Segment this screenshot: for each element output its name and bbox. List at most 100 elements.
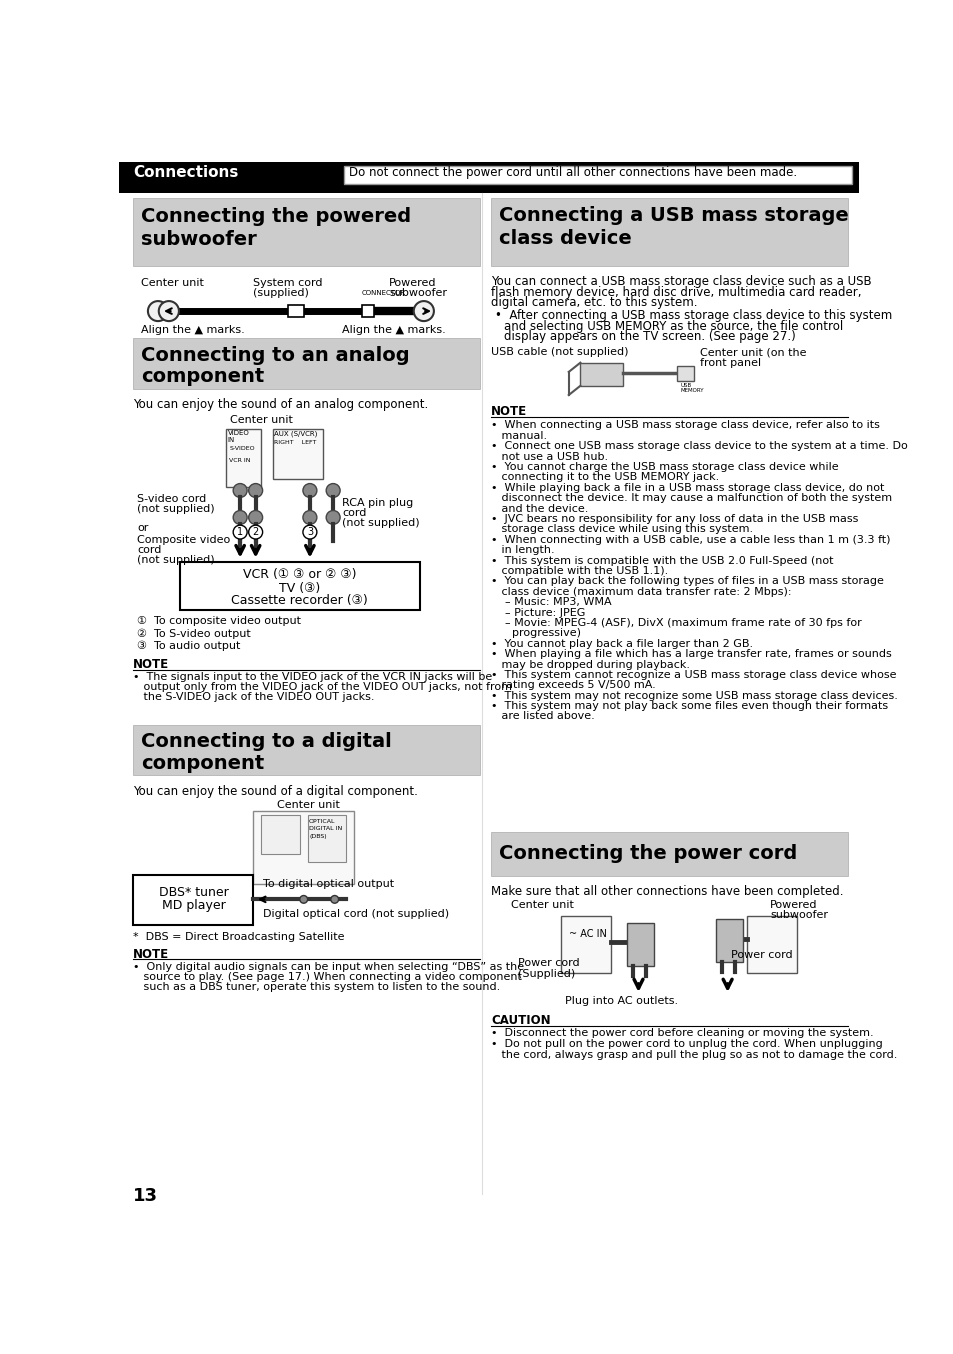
Text: 13: 13 bbox=[133, 1186, 158, 1205]
Bar bbox=[288, 305, 303, 317]
Text: RIGHT    LEFT: RIGHT LEFT bbox=[274, 440, 316, 445]
Bar bbox=[273, 429, 323, 479]
Circle shape bbox=[233, 483, 247, 497]
Text: storage class device while using this system.: storage class device while using this sy… bbox=[491, 524, 753, 535]
Bar bbox=[133, 198, 480, 265]
Text: – Picture: JPEG: – Picture: JPEG bbox=[491, 608, 585, 617]
Text: output only from the VIDEO jack of the VIDEO OUT jacks, not from: output only from the VIDEO jack of the V… bbox=[133, 682, 512, 692]
Text: – Music: MP3, WMA: – Music: MP3, WMA bbox=[491, 597, 611, 607]
Text: OPTICAL: OPTICAL bbox=[309, 819, 335, 823]
Text: manual.: manual. bbox=[491, 431, 547, 441]
Text: flash memory device, hard disc drive, multimedia card reader,: flash memory device, hard disc drive, mu… bbox=[491, 286, 861, 299]
Text: not use a USB hub.: not use a USB hub. bbox=[491, 452, 608, 462]
Text: (not supplied): (not supplied) bbox=[137, 555, 214, 565]
Text: System cord: System cord bbox=[253, 278, 322, 288]
Text: or: or bbox=[137, 523, 149, 533]
Text: USB cable (not supplied): USB cable (not supplied) bbox=[491, 347, 628, 357]
Text: Power cord: Power cord bbox=[517, 957, 579, 968]
Bar bbox=[119, 187, 858, 194]
Text: Connecting the powered: Connecting the powered bbox=[141, 207, 411, 226]
Text: progressive): progressive) bbox=[491, 628, 580, 638]
Text: Center unit: Center unit bbox=[510, 900, 573, 910]
Text: Plug into AC outlets.: Plug into AC outlets. bbox=[564, 997, 678, 1006]
Text: *  DBS = Direct Broadcasting Satellite: * DBS = Direct Broadcasting Satellite bbox=[133, 933, 344, 942]
Text: subwoofer: subwoofer bbox=[389, 288, 447, 298]
Text: •  When playing a file which has a large transfer rate, frames or sounds: • When playing a file which has a large … bbox=[491, 649, 891, 659]
Bar bbox=[579, 363, 622, 386]
Bar bbox=[746, 915, 797, 974]
Text: Center unit: Center unit bbox=[230, 416, 293, 425]
Text: TV (③): TV (③) bbox=[279, 582, 320, 596]
Text: the S-VIDEO jack of the VIDEO OUT jacks.: the S-VIDEO jack of the VIDEO OUT jacks. bbox=[133, 692, 375, 703]
Text: Do not connect the power cord until all other connections have been made.: Do not connect the power cord until all … bbox=[348, 167, 796, 179]
Text: •  You cannot play back a file larger than 2 GB.: • You cannot play back a file larger tha… bbox=[491, 639, 753, 649]
Text: front panel: front panel bbox=[700, 357, 760, 368]
Text: and the device.: and the device. bbox=[491, 504, 588, 513]
Text: rating exceeds 5 V/500 mA.: rating exceeds 5 V/500 mA. bbox=[491, 680, 656, 691]
Text: Connecting the power cord: Connecting the power cord bbox=[498, 844, 797, 862]
Text: in length.: in length. bbox=[491, 546, 555, 555]
Text: Power cord: Power cord bbox=[731, 951, 792, 960]
Text: class device (maximum data transfer rate: 2 Mbps):: class device (maximum data transfer rate… bbox=[491, 586, 791, 597]
Text: •  You cannot charge the USB mass storage class device while: • You cannot charge the USB mass storage… bbox=[491, 462, 838, 473]
Circle shape bbox=[233, 510, 247, 524]
Bar bbox=[253, 811, 354, 884]
Text: cord: cord bbox=[342, 508, 367, 519]
Text: Connections: Connections bbox=[133, 165, 238, 180]
Text: disconnect the device. It may cause a malfunction of both the system: disconnect the device. It may cause a ma… bbox=[491, 493, 891, 504]
Text: •  This system cannot recognize a USB mass storage class device whose: • This system cannot recognize a USB mas… bbox=[491, 670, 896, 680]
Text: NOTE: NOTE bbox=[133, 658, 169, 672]
Bar bbox=[261, 815, 299, 854]
Text: VCR IN: VCR IN bbox=[229, 458, 251, 463]
Text: digital camera, etc. to this system.: digital camera, etc. to this system. bbox=[491, 297, 697, 310]
Text: You can enjoy the sound of an analog component.: You can enjoy the sound of an analog com… bbox=[133, 398, 428, 412]
Text: S-VIDEO: S-VIDEO bbox=[229, 445, 254, 451]
Bar bbox=[560, 915, 611, 974]
Text: 2: 2 bbox=[253, 528, 258, 538]
Circle shape bbox=[326, 510, 340, 524]
Circle shape bbox=[414, 301, 434, 321]
Circle shape bbox=[249, 510, 262, 524]
Circle shape bbox=[303, 510, 316, 524]
Text: connecting it to the USB MEMORY jack.: connecting it to the USB MEMORY jack. bbox=[491, 473, 719, 482]
Text: Composite video: Composite video bbox=[137, 535, 230, 546]
Bar bbox=[716, 919, 742, 961]
Circle shape bbox=[148, 301, 168, 321]
Text: NOTE: NOTE bbox=[133, 948, 169, 961]
Text: Digital optical cord (not supplied): Digital optical cord (not supplied) bbox=[263, 910, 449, 919]
Bar bbox=[491, 198, 847, 265]
Text: •  When connecting a USB mass storage class device, refer also to its: • When connecting a USB mass storage cla… bbox=[491, 421, 880, 431]
Text: You can connect a USB mass storage class device such as a USB: You can connect a USB mass storage class… bbox=[491, 275, 871, 288]
Bar bbox=[133, 724, 480, 776]
Text: component: component bbox=[141, 754, 264, 773]
Bar bbox=[133, 875, 253, 925]
Text: IN: IN bbox=[228, 436, 234, 443]
Circle shape bbox=[303, 525, 316, 539]
Text: Connecting a USB mass storage: Connecting a USB mass storage bbox=[498, 206, 848, 225]
Text: •  You can play back the following types of files in a USB mass storage: • You can play back the following types … bbox=[491, 577, 883, 586]
Circle shape bbox=[331, 895, 338, 903]
Text: •  After connecting a USB mass storage class device to this system: • After connecting a USB mass storage cl… bbox=[495, 309, 891, 322]
Bar bbox=[133, 338, 480, 389]
Circle shape bbox=[249, 483, 262, 497]
Text: MD player: MD player bbox=[162, 899, 225, 913]
Text: ②  To S-video output: ② To S-video output bbox=[137, 628, 251, 639]
Text: Make sure that all other connections have been completed.: Make sure that all other connections hav… bbox=[491, 884, 842, 898]
Text: CONNECTOR: CONNECTOR bbox=[361, 290, 406, 295]
Text: (supplied): (supplied) bbox=[253, 288, 309, 298]
Text: S-video cord: S-video cord bbox=[137, 494, 206, 504]
Text: may be dropped during playback.: may be dropped during playback. bbox=[491, 659, 690, 669]
Text: subwoofer: subwoofer bbox=[769, 910, 827, 921]
Text: 1: 1 bbox=[237, 528, 243, 538]
Text: •  JVC bears no responsibility for any loss of data in the USB mass: • JVC bears no responsibility for any lo… bbox=[491, 515, 858, 524]
Text: such as a DBS tuner, operate this system to listen to the sound.: such as a DBS tuner, operate this system… bbox=[133, 982, 500, 991]
Text: •  Connect one USB mass storage class device to the system at a time. Do: • Connect one USB mass storage class dev… bbox=[491, 441, 907, 451]
Text: (not supplied): (not supplied) bbox=[137, 504, 214, 513]
Text: – Movie: MPEG-4 (ASF), DivX (maximum frame rate of 30 fps for: – Movie: MPEG-4 (ASF), DivX (maximum fra… bbox=[491, 617, 862, 628]
Circle shape bbox=[158, 301, 179, 321]
Text: compatible with the USB 1.1).: compatible with the USB 1.1). bbox=[491, 566, 668, 575]
Text: ③  To audio output: ③ To audio output bbox=[137, 640, 240, 651]
Circle shape bbox=[233, 525, 247, 539]
Text: Powered: Powered bbox=[389, 278, 436, 288]
Text: and selecting USB MEMORY as the source, the file control: and selecting USB MEMORY as the source, … bbox=[503, 320, 842, 333]
